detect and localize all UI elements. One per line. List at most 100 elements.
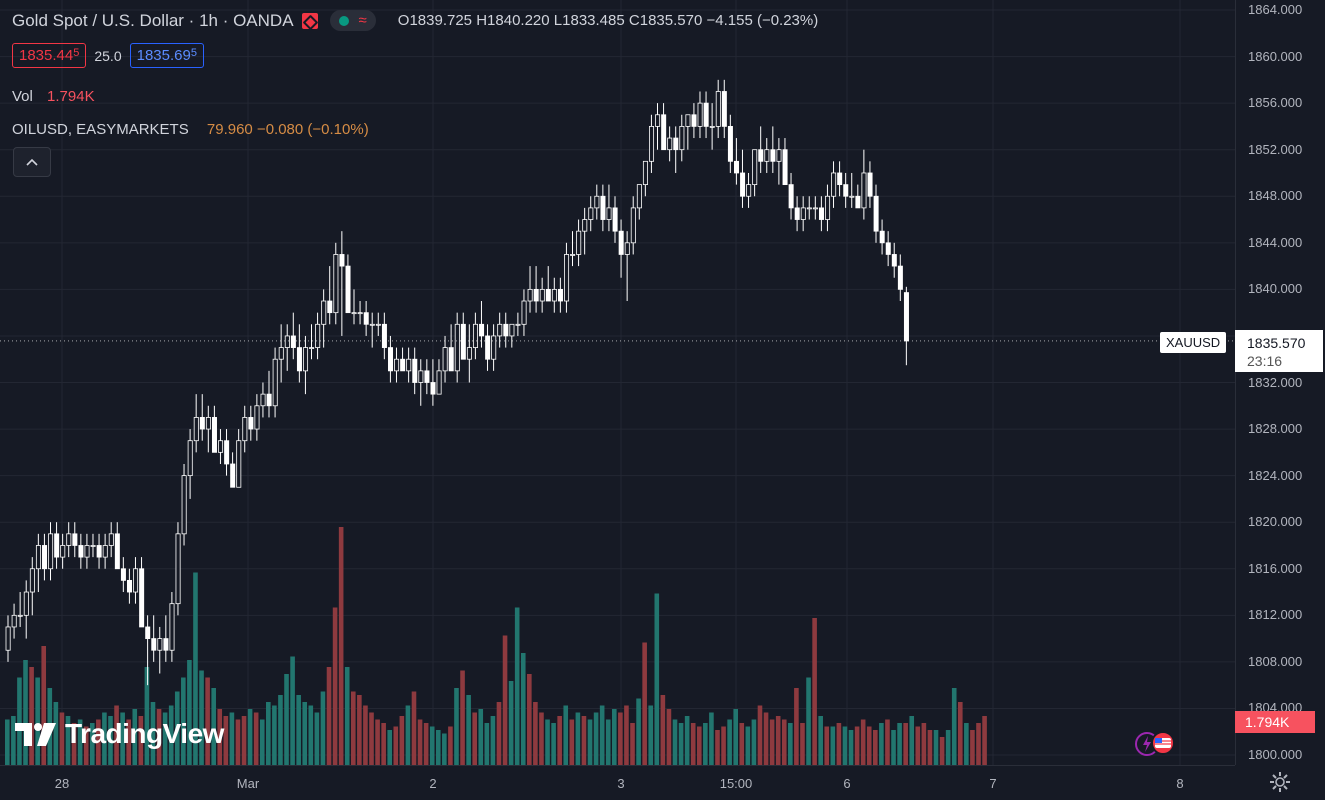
buy-button[interactable]: 1835.695: [129, 43, 204, 68]
time-tick-label: 8: [1176, 776, 1184, 791]
volume-bar: [387, 730, 393, 765]
ohlc-values: O1839.725 H1840.220 L1833.485 C1835.570 …: [398, 12, 818, 29]
candle: [709, 103, 715, 150]
candle: [35, 533, 41, 593]
candle: [588, 196, 594, 232]
candle: [230, 452, 236, 488]
volume-bar: [806, 677, 811, 765]
volume-bar: [818, 716, 823, 765]
price-axis[interactable]: 1864.000 1860.000 1856.000 1852.000 1848.000…: [1235, 0, 1325, 765]
volume-bar: [138, 716, 144, 765]
volume-bar: [921, 723, 927, 765]
compare-legend[interactable]: OILUSD, EASYMARKETS 79.960 −0.080 (−0.10…: [12, 121, 369, 138]
candle: [72, 522, 78, 558]
time-tick-label: Mar: [236, 776, 260, 791]
candle: [114, 522, 120, 570]
volume-bar: [223, 716, 229, 765]
candle: [303, 335, 309, 395]
candle: [527, 266, 533, 313]
time-tick-label: 6: [843, 776, 851, 791]
chart-pane[interactable]: Gold Spot / U.S. Dollar · 1h · OANDA ≈ O…: [0, 0, 1235, 765]
candle: [812, 196, 818, 220]
time-axis[interactable]: 28 Mar 2 3 15:00 6 7 8: [0, 765, 1235, 800]
volume-bar: [272, 705, 277, 765]
candle: [284, 324, 290, 371]
candle: [539, 277, 545, 313]
candle: [727, 114, 733, 173]
candle: [23, 580, 29, 639]
candle: [612, 196, 618, 243]
time-tick-label: 28: [54, 776, 70, 791]
symbol-legend[interactable]: Gold Spot / U.S. Dollar · 1h · OANDA ≈ O…: [12, 10, 818, 31]
candle: [721, 79, 727, 139]
volume-bar: [472, 712, 477, 765]
volume-bar: [933, 730, 939, 765]
volume-bar: [320, 691, 326, 765]
volume-bar: [278, 695, 283, 765]
collapse-legend-button[interactable]: [13, 147, 51, 177]
candle: [794, 196, 800, 232]
price-chart[interactable]: [0, 0, 1235, 765]
volume-bar: [690, 723, 696, 765]
price-tick-label: 1820.000: [1248, 514, 1303, 530]
volume-bar: [866, 726, 872, 765]
candle: [418, 359, 424, 406]
volume-legend[interactable]: Vol 1.794K: [12, 88, 95, 105]
candle: [545, 266, 551, 302]
volume-bar: [836, 723, 842, 765]
time-tick-label: 3: [617, 776, 625, 791]
candle: [734, 138, 740, 185]
volume-bar: [332, 607, 338, 765]
symbol-title[interactable]: Gold Spot / U.S. Dollar · 1h · OANDA: [12, 10, 294, 30]
tradingview-logo[interactable]: TradingView: [15, 718, 224, 750]
candle: [60, 533, 66, 569]
volume-bar: [812, 618, 817, 765]
candle: [624, 231, 630, 302]
candle: [96, 533, 102, 569]
candle: [442, 335, 448, 383]
volume-bar: [120, 712, 125, 765]
candle: [837, 161, 843, 197]
volume-bar: [612, 709, 617, 765]
candle: [193, 394, 199, 453]
volume-bar: [915, 726, 921, 765]
candle: [321, 289, 327, 348]
open-label: O: [397, 12, 410, 29]
volume-bar: [344, 667, 350, 765]
volume-bar: [241, 716, 247, 765]
candle: [897, 254, 903, 302]
candle: [175, 522, 181, 616]
volume-bar: [830, 726, 836, 765]
candle: [236, 429, 242, 488]
volume-bar: [964, 723, 969, 765]
volume-bar: [873, 730, 878, 765]
volume-bar: [114, 705, 119, 765]
candle: [394, 347, 400, 383]
candle: [564, 242, 570, 313]
volume-bar: [587, 719, 593, 765]
candle: [685, 114, 691, 150]
volume-bar: [296, 695, 301, 765]
candle: [133, 557, 139, 604]
candle: [557, 277, 563, 313]
volume-bar: [156, 709, 162, 765]
chart-events[interactable]: [1133, 730, 1181, 758]
volume-value: 1.794K: [47, 88, 95, 105]
volume-bar: [266, 702, 271, 765]
price-tick-label: 1848.000: [1248, 188, 1303, 204]
volume-bar: [205, 677, 210, 765]
settings-gear-icon[interactable]: [1268, 770, 1292, 794]
candle: [825, 184, 831, 232]
candle: [315, 312, 321, 360]
flag-icon[interactable]: [301, 12, 318, 29]
volume-bar: [514, 607, 520, 765]
volume-bar: [957, 702, 963, 765]
volume-bar: [769, 719, 775, 765]
economic-events-icons[interactable]: [1133, 730, 1181, 758]
market-status-pill[interactable]: ≈: [329, 10, 376, 31]
tradingview-logo-text: TradingView: [65, 718, 224, 749]
volume-bar: [235, 719, 241, 765]
candle: [855, 184, 861, 209]
volume-bar: [527, 674, 532, 765]
sell-button[interactable]: 1835.445: [12, 43, 87, 68]
